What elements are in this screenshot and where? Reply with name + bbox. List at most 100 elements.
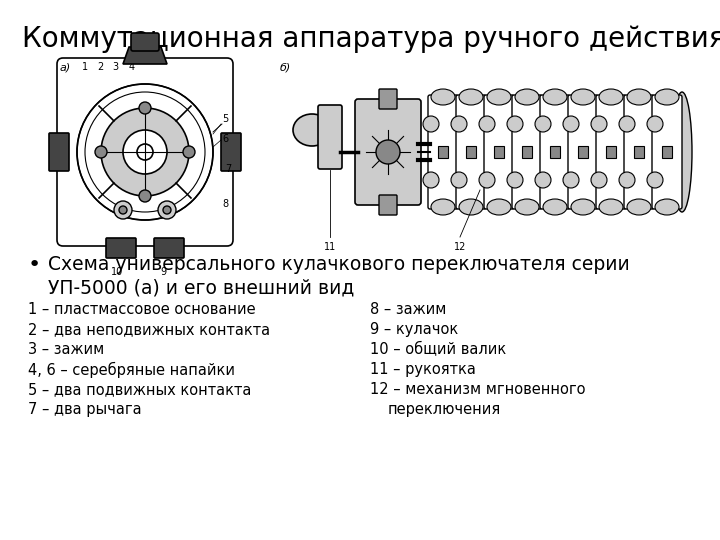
Ellipse shape bbox=[487, 199, 511, 215]
Ellipse shape bbox=[431, 89, 455, 105]
Bar bbox=[466, 146, 476, 158]
Ellipse shape bbox=[515, 199, 539, 215]
Circle shape bbox=[619, 116, 635, 132]
Circle shape bbox=[95, 146, 107, 158]
Text: 8: 8 bbox=[222, 199, 228, 209]
Text: 10: 10 bbox=[111, 267, 123, 277]
Ellipse shape bbox=[672, 92, 692, 212]
FancyBboxPatch shape bbox=[154, 238, 184, 258]
Ellipse shape bbox=[655, 199, 679, 215]
Circle shape bbox=[535, 116, 551, 132]
Circle shape bbox=[183, 146, 195, 158]
Circle shape bbox=[139, 190, 151, 202]
Bar bbox=[522, 146, 532, 158]
Ellipse shape bbox=[459, 89, 483, 105]
Ellipse shape bbox=[543, 89, 567, 105]
Circle shape bbox=[507, 172, 523, 188]
Text: 3 – зажим: 3 – зажим bbox=[28, 342, 104, 357]
FancyBboxPatch shape bbox=[624, 95, 654, 209]
Bar bbox=[578, 146, 588, 158]
FancyBboxPatch shape bbox=[106, 238, 136, 258]
Text: 7 – два рычага: 7 – два рычага bbox=[28, 402, 142, 417]
Circle shape bbox=[619, 172, 635, 188]
Bar bbox=[606, 146, 616, 158]
Text: 9: 9 bbox=[160, 267, 166, 277]
Bar bbox=[634, 146, 644, 158]
FancyBboxPatch shape bbox=[596, 95, 626, 209]
Text: Коммутационная аппаратура ручного действия: Коммутационная аппаратура ручного действ… bbox=[22, 25, 720, 53]
Text: 12: 12 bbox=[454, 242, 466, 252]
Text: 11: 11 bbox=[324, 242, 336, 252]
Circle shape bbox=[507, 116, 523, 132]
FancyBboxPatch shape bbox=[221, 133, 241, 171]
Circle shape bbox=[114, 201, 132, 219]
Circle shape bbox=[451, 116, 467, 132]
Polygon shape bbox=[123, 47, 167, 64]
FancyBboxPatch shape bbox=[568, 95, 598, 209]
FancyBboxPatch shape bbox=[512, 95, 542, 209]
Text: 8 – зажим: 8 – зажим bbox=[370, 302, 446, 317]
Circle shape bbox=[376, 140, 400, 164]
Circle shape bbox=[479, 116, 495, 132]
Text: 3: 3 bbox=[112, 62, 118, 72]
Ellipse shape bbox=[543, 199, 567, 215]
Circle shape bbox=[423, 172, 439, 188]
FancyBboxPatch shape bbox=[131, 33, 159, 51]
Text: переключения: переключения bbox=[388, 402, 501, 417]
Text: Схема универсального кулачкового переключателя серии: Схема универсального кулачкового переклю… bbox=[48, 255, 630, 274]
Bar bbox=[662, 146, 672, 158]
FancyBboxPatch shape bbox=[379, 89, 397, 109]
FancyBboxPatch shape bbox=[484, 95, 514, 209]
Circle shape bbox=[77, 84, 213, 220]
FancyBboxPatch shape bbox=[652, 95, 682, 209]
Ellipse shape bbox=[293, 114, 331, 146]
Circle shape bbox=[647, 172, 663, 188]
Circle shape bbox=[123, 130, 167, 174]
Text: •: • bbox=[28, 255, 41, 275]
FancyBboxPatch shape bbox=[540, 95, 570, 209]
Circle shape bbox=[139, 102, 151, 114]
FancyBboxPatch shape bbox=[57, 58, 233, 246]
Circle shape bbox=[479, 172, 495, 188]
Circle shape bbox=[158, 201, 176, 219]
Circle shape bbox=[163, 206, 171, 214]
Ellipse shape bbox=[627, 199, 651, 215]
Bar bbox=[494, 146, 504, 158]
Ellipse shape bbox=[627, 89, 651, 105]
Text: 10 – общий валик: 10 – общий валик bbox=[370, 342, 506, 357]
Circle shape bbox=[423, 116, 439, 132]
Ellipse shape bbox=[487, 89, 511, 105]
FancyBboxPatch shape bbox=[456, 95, 486, 209]
Text: 7: 7 bbox=[225, 164, 231, 174]
Circle shape bbox=[591, 116, 607, 132]
Circle shape bbox=[591, 172, 607, 188]
FancyBboxPatch shape bbox=[49, 133, 69, 171]
Text: 2: 2 bbox=[97, 62, 103, 72]
Bar bbox=[550, 146, 560, 158]
Circle shape bbox=[101, 108, 189, 196]
FancyBboxPatch shape bbox=[355, 99, 421, 205]
Text: УП-5000 (а) и его внешний вид: УП-5000 (а) и его внешний вид bbox=[48, 278, 354, 297]
Text: 11 – рукоятка: 11 – рукоятка bbox=[370, 362, 476, 377]
Text: 4, 6 – серебряные напайки: 4, 6 – серебряные напайки bbox=[28, 362, 235, 378]
Text: б): б) bbox=[280, 62, 292, 72]
Circle shape bbox=[647, 116, 663, 132]
Text: 5 – два подвижных контакта: 5 – два подвижных контакта bbox=[28, 382, 251, 397]
Text: 9 – кулачок: 9 – кулачок bbox=[370, 322, 458, 337]
FancyBboxPatch shape bbox=[428, 95, 458, 209]
Circle shape bbox=[451, 172, 467, 188]
Text: 4: 4 bbox=[129, 62, 135, 72]
Circle shape bbox=[563, 172, 579, 188]
Circle shape bbox=[535, 172, 551, 188]
FancyBboxPatch shape bbox=[318, 105, 342, 169]
Text: 1: 1 bbox=[82, 62, 88, 72]
Ellipse shape bbox=[459, 199, 483, 215]
FancyBboxPatch shape bbox=[379, 195, 397, 215]
Text: 12 – механизм мгновенного: 12 – механизм мгновенного bbox=[370, 382, 585, 397]
Ellipse shape bbox=[515, 89, 539, 105]
Ellipse shape bbox=[599, 89, 623, 105]
Circle shape bbox=[563, 116, 579, 132]
Text: 1 – пластмассовое основание: 1 – пластмассовое основание bbox=[28, 302, 256, 317]
Ellipse shape bbox=[655, 89, 679, 105]
Ellipse shape bbox=[571, 199, 595, 215]
